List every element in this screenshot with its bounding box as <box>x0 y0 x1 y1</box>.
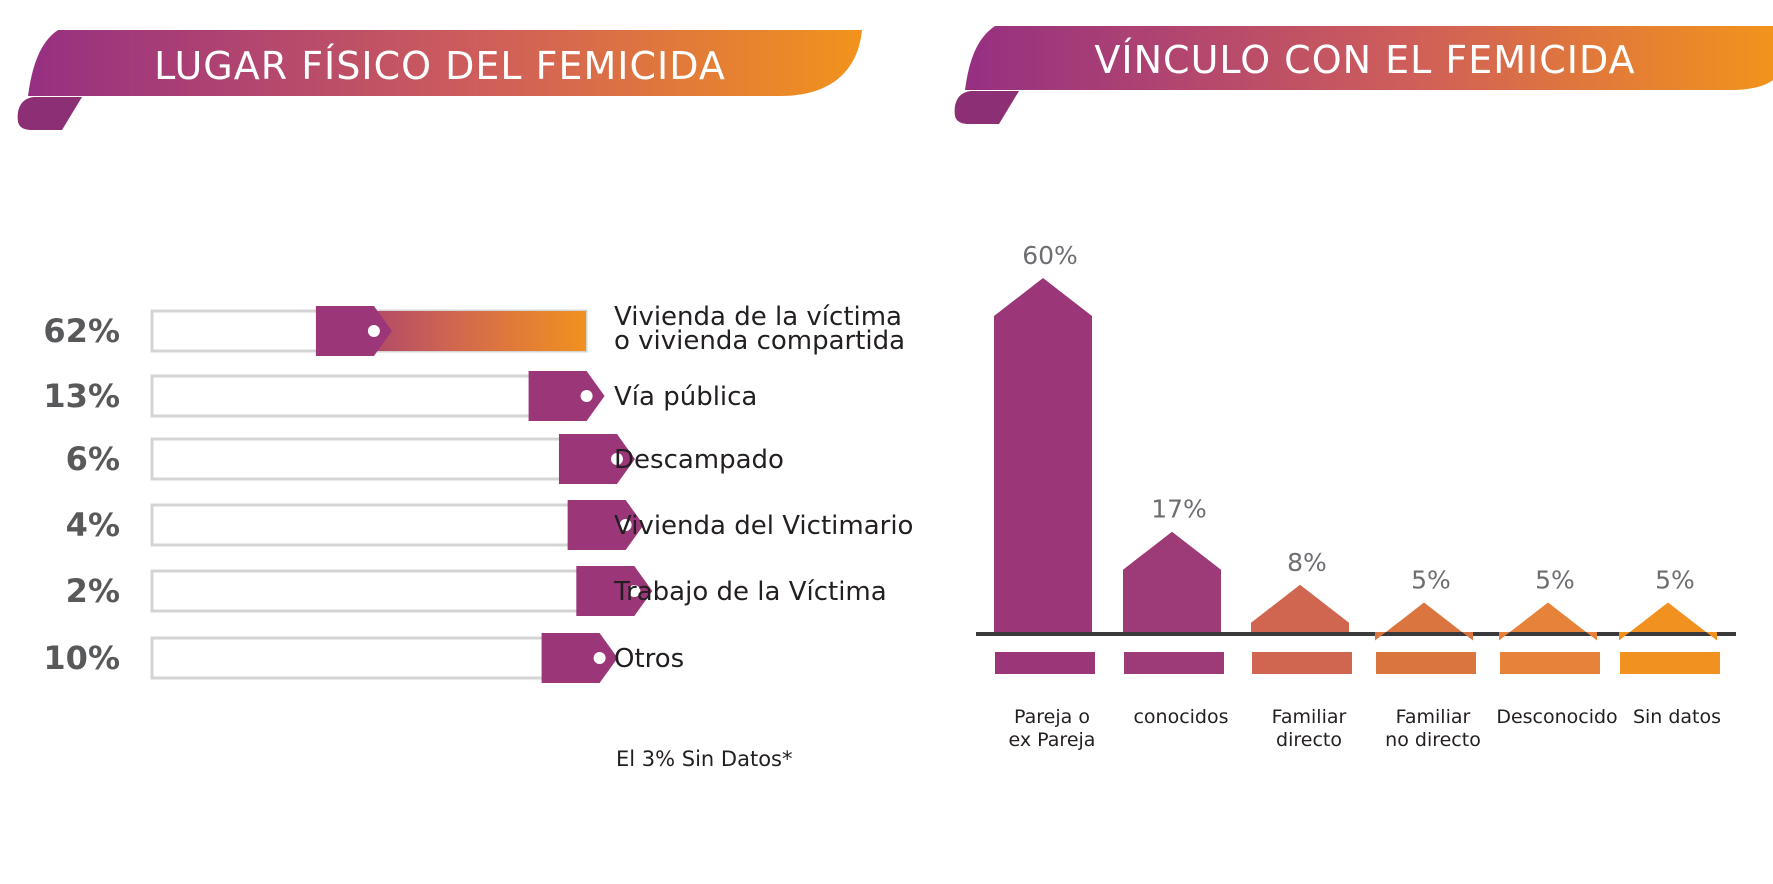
left-bar-category-label: Vía pública <box>614 382 757 412</box>
left-chart-footnote: El 3% Sin Datos* <box>616 747 792 771</box>
left-bar-row: 4% Vivienda del Victimario <box>66 500 914 550</box>
left-bar-track <box>152 638 586 678</box>
right-bar-base-strip <box>1252 652 1352 674</box>
left-bar-category-label: Trabajo de la Víctima <box>613 577 887 607</box>
right-bar-category-label: no directo <box>1385 729 1481 751</box>
right-bar-base-strip <box>1500 652 1600 674</box>
right-bar: 5% Sin datos <box>1619 566 1721 729</box>
left-bar-row: 6% Descampado <box>66 434 784 484</box>
right-bar-value-label: 8% <box>1287 548 1327 577</box>
left-bar-value-label: 2% <box>66 572 120 610</box>
right-bar-value-label: 17% <box>1151 495 1207 524</box>
left-bar-track <box>152 505 586 545</box>
left-title-ribbon: LUGAR FÍSICO DEL FEMICIDA <box>18 30 862 130</box>
right-bar-category-label: conocidos <box>1133 706 1228 728</box>
right-bar-shape <box>1123 532 1221 632</box>
right-bar-value-label: 5% <box>1411 566 1451 595</box>
right-bar-base-strip <box>995 652 1095 674</box>
left-bar-value-label: 4% <box>66 506 120 544</box>
left-bar-row: 2% Trabajo de la Víctima <box>66 566 887 616</box>
right-bar-base-strip <box>1376 652 1476 674</box>
left-bar-category-label: Vivienda del Victimario <box>614 511 913 541</box>
right-bar-base-strip <box>1124 652 1224 674</box>
right-title-ribbon: VÍNCULO CON EL FEMICIDA <box>955 26 1773 124</box>
left-bar-tag <box>529 371 605 421</box>
right-bar-value-label: 5% <box>1535 566 1575 595</box>
right-bar-category-label: ex Pareja <box>1009 729 1096 751</box>
right-bar-shape <box>1251 585 1349 632</box>
right-bar-base-strip <box>1620 652 1720 674</box>
right-bar: 5% Desconocido <box>1496 566 1617 729</box>
right-ribbon-fold <box>955 91 1019 124</box>
right-bar-category-label: directo <box>1276 729 1342 751</box>
right-bar-shape <box>994 278 1092 632</box>
right-bar: 60% Pareja oex Pareja <box>994 241 1095 751</box>
right-bar-category-label: Desconocido <box>1496 706 1617 728</box>
right-panel-title: VÍNCULO CON EL FEMICIDA <box>1094 38 1635 82</box>
left-bar-value-label: 10% <box>43 639 120 677</box>
right-bar-category-label: Sin datos <box>1633 706 1721 728</box>
left-bar-tag-hole <box>581 390 593 402</box>
right-bar-value-label: 5% <box>1655 566 1695 595</box>
right-bar-category-label: Familiar <box>1396 706 1471 728</box>
left-bar-track <box>152 376 586 416</box>
right-bar-category-label: Familiar <box>1272 706 1347 728</box>
left-bar-value-label: 13% <box>43 377 120 415</box>
left-bar-category-label: o vivienda compartida <box>614 326 905 356</box>
left-bar-track <box>152 439 586 479</box>
left-bar-tag-hole <box>368 325 380 337</box>
left-panel-title: LUGAR FÍSICO DEL FEMICIDA <box>154 44 726 88</box>
left-bar-category-label: Descampado <box>614 445 784 475</box>
left-bar-value-label: 62% <box>43 312 120 350</box>
right-bar-value-label: 60% <box>1022 241 1078 270</box>
left-bar-tag-hole <box>594 652 606 664</box>
left-bar-category-label: Otros <box>614 644 684 674</box>
left-bar-track <box>152 571 586 611</box>
right-bar: 17% conocidos <box>1123 495 1229 728</box>
right-bar-category-label: Pareja o <box>1014 706 1090 728</box>
left-bar-row: 13% Vía pública <box>43 371 757 421</box>
right-vertical-bar-chart: 60% Pareja oex Pareja 17% conocidos 8% Famili… <box>976 241 1736 751</box>
left-bar-value-label: 6% <box>66 440 120 478</box>
left-bar-row: 10% Otros <box>43 633 684 683</box>
left-bar-tag <box>542 633 618 683</box>
left-ribbon-fold <box>18 97 82 130</box>
